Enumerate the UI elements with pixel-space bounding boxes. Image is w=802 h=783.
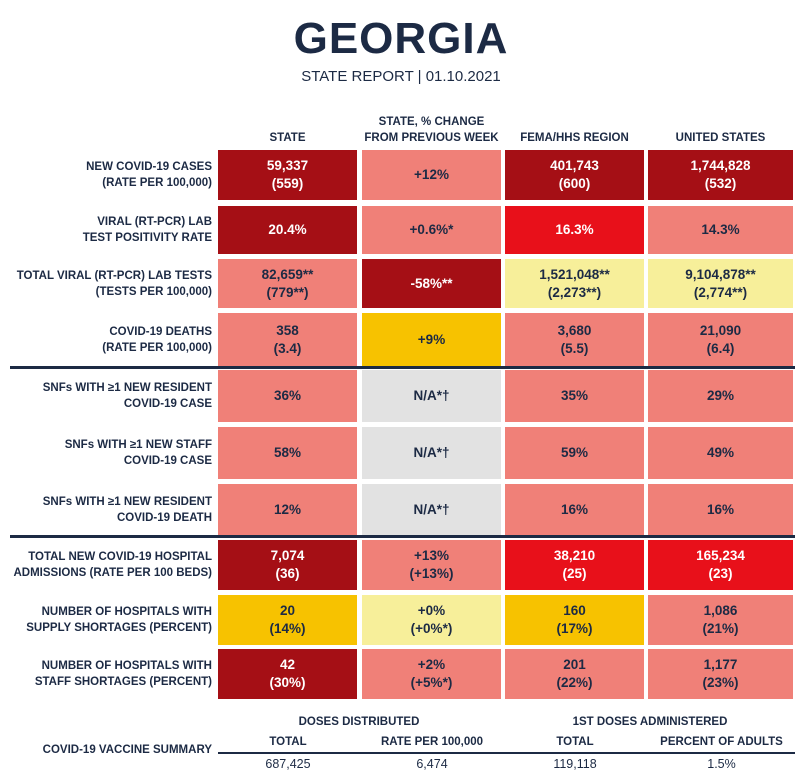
table-cell-region: 35% [505, 370, 644, 422]
vaccine-value-admin-total: 119,118 [553, 757, 597, 771]
table-cell-us: 1,744,828 (532) [648, 150, 793, 200]
vaccine-subheader-dist-rate: RATE PER 100,000 [380, 736, 484, 748]
table-cell-state: 358 (3.4) [218, 313, 357, 366]
table-cell-us: 14.3% [648, 206, 793, 254]
column-header-state: STATE [269, 132, 306, 144]
vaccine-subheader-admin-total: TOTAL [556, 736, 594, 748]
column-header-us: UNITED STATES [675, 132, 766, 144]
vaccine-value-dist-total: 687,425 [265, 757, 311, 771]
table-cell-us: 9,104,878** (2,774**) [648, 259, 793, 308]
section-divider [10, 535, 795, 538]
vaccine-value-admin-percent: 1.5% [707, 757, 736, 771]
table-cell-state-change: N/A*† [362, 484, 501, 535]
table-cell-state: 42 (30%) [218, 649, 357, 699]
row-label: NEW COVID-19 CASES (RATE PER 100,000) [86, 161, 212, 189]
table-cell-state-change: N/A*† [362, 427, 501, 479]
vaccine-divider [218, 752, 795, 754]
vaccine-value-dist-rate: 6,474 [416, 757, 448, 771]
table-cell-state: 7,074 (36) [218, 540, 357, 590]
table-cell-region: 160 (17%) [505, 595, 644, 645]
table-cell-us: 16% [648, 484, 793, 535]
table-cell-state-change: +13% (+13%) [362, 540, 501, 590]
table-cell-state-change: +0% (+0%*) [362, 595, 501, 645]
table-cell-region: 16% [505, 484, 644, 535]
table-cell-state-change: +2% (+5%*) [362, 649, 501, 699]
table-cell-state-change: N/A*† [362, 370, 501, 422]
row-label: SNFs WITH ≥1 NEW STAFF COVID-19 CASE [64, 439, 212, 467]
table-cell-state: 59,337 (559) [218, 150, 357, 200]
table-cell-state: 12% [218, 484, 357, 535]
vaccine-summary-label: COVID-19 VACCINE SUMMARY [42, 744, 212, 756]
table-cell-us: 21,090 (6.4) [648, 313, 793, 366]
vaccine-group-distributed: DOSES DISTRIBUTED [298, 716, 420, 728]
row-label: TOTAL VIRAL (RT-PCR) LAB TESTS (TESTS PE… [16, 269, 212, 298]
table-cell-state-change: -58%** [362, 259, 501, 308]
table-cell-region: 59% [505, 427, 644, 479]
table-cell-state: 36% [218, 370, 357, 422]
row-label: VIRAL (RT-PCR) LAB TEST POSITIVITY RATE [82, 216, 212, 244]
page-subtitle: STATE REPORT | 01.10.2021 [301, 68, 501, 85]
vaccine-subheader-dist-total: TOTAL [269, 736, 307, 748]
row-label: TOTAL NEW COVID-19 HOSPITAL ADMISSIONS (… [13, 551, 212, 579]
table-cell-region: 201 (22%) [505, 649, 644, 699]
table-cell-state-change: +9% [362, 313, 501, 366]
table-cell-region: 1,521,048** (2,273**) [505, 259, 644, 308]
row-label: COVID-19 DEATHS (RATE PER 100,000) [102, 325, 212, 354]
row-label: SNFs WITH ≥1 NEW RESIDENT COVID-19 CASE [42, 382, 212, 410]
table-cell-state: 20.4% [218, 206, 357, 254]
table-cell-state: 20 (14%) [218, 595, 357, 645]
vaccine-group-administered: 1ST DOSES ADMINISTERED [572, 716, 728, 728]
table-cell-state: 58% [218, 427, 357, 479]
table-cell-region: 16.3% [505, 206, 644, 254]
section-divider [10, 366, 795, 369]
table-cell-us: 29% [648, 370, 793, 422]
table-cell-region: 38,210 (25) [505, 540, 644, 590]
table-cell-state-change: +0.6%* [362, 206, 501, 254]
row-label: SNFs WITH ≥1 NEW RESIDENT COVID-19 DEATH [42, 495, 212, 524]
table-cell-state: 82,659** (779**) [218, 259, 357, 308]
table-cell-us: 1,177 (23%) [648, 649, 793, 699]
table-cell-region: 3,680 (5.5) [505, 313, 644, 366]
column-header-state-change: STATE, % CHANGE FROM PREVIOUS WEEK [364, 116, 499, 144]
page-title: GEORGIA [293, 14, 509, 63]
table-cell-us: 1,086 (21%) [648, 595, 793, 645]
table-cell-us: 165,234 (23) [648, 540, 793, 590]
table-cell-state-change: +12% [362, 150, 501, 200]
vaccine-subheader-admin-percent: PERCENT OF ADULTS [660, 736, 783, 748]
table-cell-us: 49% [648, 427, 793, 479]
column-header-region: FEMA/HHS REGION [520, 132, 629, 144]
row-label: NUMBER OF HOSPITALS WITH STAFF SHORTAGES… [34, 660, 212, 688]
table-cell-region: 401,743 (600) [505, 150, 644, 200]
row-label: NUMBER OF HOSPITALS WITH SUPPLY SHORTAGE… [26, 606, 212, 634]
